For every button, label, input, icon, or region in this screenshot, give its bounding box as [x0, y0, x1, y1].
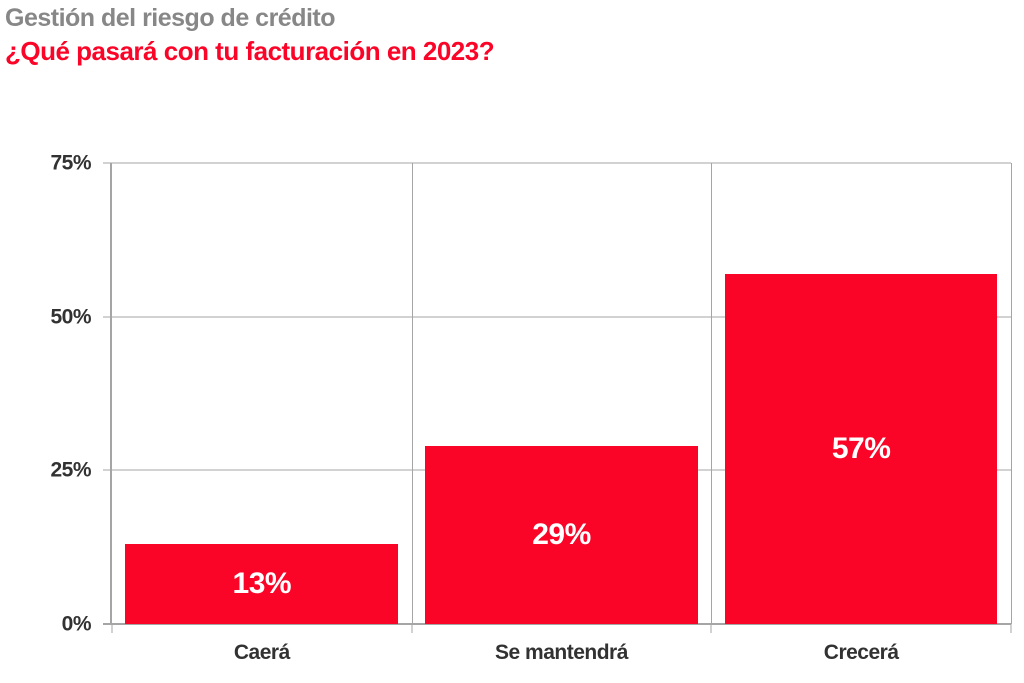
- bar: 57%: [724, 273, 998, 624]
- column-separator: [711, 163, 713, 624]
- y-tick-label: 50%: [50, 305, 91, 329]
- chart-title: Gestión del riesgo de crédito: [5, 4, 336, 32]
- bar: 13%: [125, 544, 399, 624]
- y-tick-label: 0%: [61, 612, 92, 636]
- column-separator: [411, 163, 413, 624]
- bar-column: 13% Caerá: [112, 163, 412, 664]
- bar-column: 57% Crecerá: [711, 163, 1011, 664]
- x-axis-line: [103, 623, 1011, 625]
- x-axis-tick: [710, 624, 712, 633]
- x-category-label: Se mantendrá: [495, 641, 628, 664]
- chart-header: Gestión del riesgo de crédito ¿Qué pasar…: [5, 2, 495, 68]
- y-tick-label: 25%: [50, 458, 91, 482]
- x-category-label: Crecerá: [823, 641, 899, 664]
- x-category-label: Caerá: [233, 641, 290, 664]
- bar-value-label: 13%: [232, 567, 292, 601]
- bar-value-label: 29%: [532, 517, 591, 551]
- x-axis-tick: [411, 624, 413, 633]
- h-gridline: [103, 316, 1011, 318]
- x-axis-tick: [111, 624, 113, 633]
- plot-area: 0% 25% 50% 75% 13% Caerá 29% Se mantendrá 57% Cre…: [50, 153, 1012, 664]
- bar-value-label: 57%: [831, 431, 891, 465]
- chart-subtitle: ¿Qué pasará con tu facturación en 2023?: [5, 36, 495, 66]
- x-axis-tick: [1010, 624, 1012, 633]
- y-tick-label: 75%: [50, 151, 91, 175]
- bar-column: 29% Se mantendrá: [412, 163, 712, 664]
- h-gridline: [103, 162, 1011, 164]
- bar: 29%: [425, 445, 698, 624]
